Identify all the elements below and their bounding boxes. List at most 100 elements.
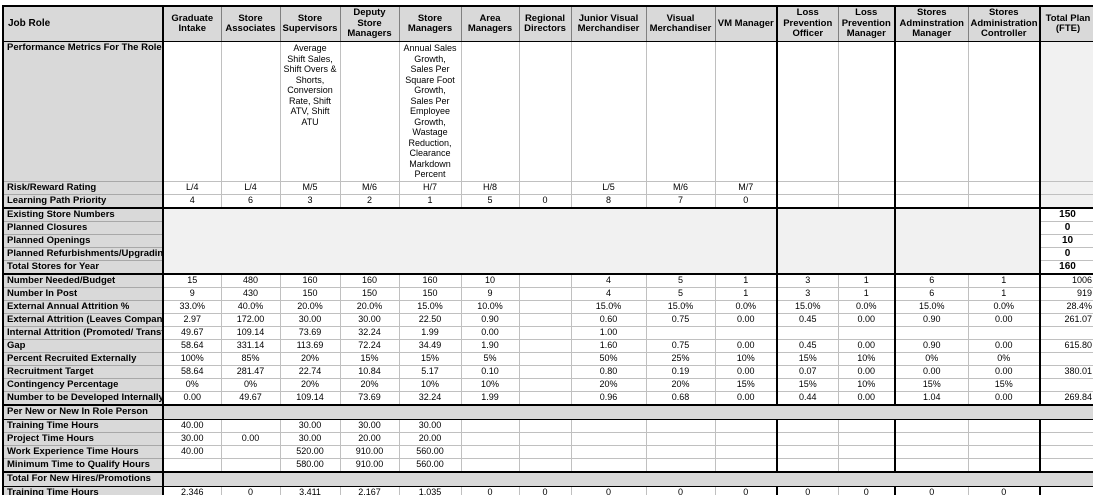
table-cell[interactable]: 0.00 — [714, 364, 778, 379]
table-cell[interactable] — [570, 431, 647, 446]
table-cell[interactable]: 5% — [460, 351, 520, 366]
row-label[interactable]: Planned Openings — [2, 233, 164, 248]
table-cell[interactable]: 0 — [967, 485, 1041, 495]
table-cell[interactable]: 5 — [645, 286, 716, 301]
column-header[interactable]: Deputy Store Managers — [339, 5, 400, 42]
table-cell[interactable] — [967, 41, 1041, 182]
total-cell[interactable] — [1039, 418, 1093, 433]
table-cell[interactable]: 2,167 — [339, 485, 400, 495]
table-cell[interactable]: 0 — [460, 485, 520, 495]
table-cell[interactable] — [518, 325, 572, 340]
table-cell[interactable]: 20% — [645, 377, 716, 392]
table-cell[interactable]: 1.00 — [570, 325, 647, 340]
table-cell[interactable]: 1.99 — [398, 325, 462, 340]
table-cell[interactable]: 0.00 — [714, 390, 778, 405]
table-cell[interactable] — [894, 431, 969, 446]
table-cell[interactable]: 0 — [714, 485, 778, 495]
table-cell[interactable] — [714, 457, 778, 472]
table-cell[interactable] — [967, 193, 1041, 208]
table-cell[interactable]: 113.69 — [279, 338, 341, 353]
table-cell[interactable]: 30.00 — [279, 312, 341, 327]
table-cell[interactable]: 30.00 — [279, 418, 341, 433]
table-cell[interactable]: 0.19 — [645, 364, 716, 379]
table-cell[interactable]: 15.0% — [776, 299, 839, 314]
table-cell[interactable] — [460, 444, 520, 459]
row-label[interactable]: Learning Path Priority — [2, 193, 164, 208]
table-cell[interactable]: 100% — [162, 351, 222, 366]
table-cell[interactable]: 3,411 — [279, 485, 341, 495]
column-header[interactable]: Stores Adminstration Manager — [894, 5, 969, 42]
table-cell[interactable] — [645, 444, 716, 459]
table-cell[interactable]: 72.24 — [339, 338, 400, 353]
table-cell[interactable] — [837, 444, 896, 459]
table-cell[interactable] — [645, 418, 716, 433]
table-cell[interactable]: Average Shift Sales, Shift Overs & Short… — [279, 41, 341, 182]
table-cell[interactable] — [714, 325, 778, 340]
table-cell[interactable] — [837, 193, 896, 208]
table-cell[interactable]: H/8 — [460, 180, 520, 195]
table-cell[interactable] — [339, 41, 400, 182]
table-cell[interactable]: 0.44 — [776, 390, 839, 405]
table-cell[interactable] — [837, 325, 896, 340]
table-cell[interactable] — [220, 41, 281, 182]
row-label[interactable]: Existing Store Numbers — [2, 206, 164, 222]
table-cell[interactable] — [894, 180, 969, 195]
table-cell[interactable]: 109.14 — [220, 325, 281, 340]
table-cell[interactable] — [776, 193, 839, 208]
table-cell[interactable] — [645, 41, 716, 182]
table-cell[interactable] — [967, 431, 1041, 446]
table-cell[interactable]: 22.50 — [398, 312, 462, 327]
table-cell[interactable]: 20% — [570, 377, 647, 392]
table-cell[interactable]: 40.00 — [162, 444, 222, 459]
table-cell[interactable] — [570, 418, 647, 433]
table-cell[interactable]: 480 — [220, 272, 281, 288]
table-cell[interactable]: M/7 — [714, 180, 778, 195]
row-label[interactable]: Work Experience Time Hours — [2, 444, 164, 459]
table-cell[interactable] — [518, 272, 572, 288]
table-cell[interactable]: 150 — [339, 286, 400, 301]
row-label[interactable]: Training Time Hours — [2, 485, 164, 495]
table-cell[interactable] — [570, 457, 647, 472]
table-cell[interactable] — [220, 418, 281, 433]
table-cell[interactable]: 150 — [398, 286, 462, 301]
table-cell[interactable]: 4 — [570, 272, 647, 288]
table-cell[interactable] — [967, 444, 1041, 459]
table-cell[interactable]: 0.00 — [894, 364, 969, 379]
total-cell[interactable]: 269.84 — [1039, 390, 1093, 405]
table-cell[interactable] — [518, 351, 572, 366]
total-cell[interactable]: 0 — [1039, 220, 1093, 235]
table-cell[interactable]: 5 — [645, 272, 716, 288]
table-cell[interactable]: 1.04 — [894, 390, 969, 405]
table-cell[interactable]: 20.00 — [339, 431, 400, 446]
column-header[interactable]: Junior Visual Merchandiser — [570, 5, 647, 42]
table-cell[interactable]: L/5 — [570, 180, 647, 195]
table-cell[interactable]: 5.17 — [398, 364, 462, 379]
table-cell[interactable]: 0.10 — [460, 364, 520, 379]
table-cell[interactable]: 0.90 — [894, 312, 969, 327]
table-cell[interactable]: 4 — [162, 193, 222, 208]
table-cell[interactable]: 0.00 — [714, 312, 778, 327]
table-cell[interactable]: 9 — [460, 286, 520, 301]
table-cell[interactable] — [837, 41, 896, 182]
table-cell[interactable]: 49.67 — [220, 390, 281, 405]
total-cell[interactable]: 1006 — [1039, 272, 1093, 288]
table-cell[interactable] — [460, 457, 520, 472]
table-cell[interactable]: 30.00 — [339, 312, 400, 327]
table-cell[interactable]: 0.45 — [776, 338, 839, 353]
table-cell[interactable]: 15% — [714, 377, 778, 392]
table-cell[interactable] — [518, 431, 572, 446]
table-cell[interactable]: 10.84 — [339, 364, 400, 379]
row-label[interactable]: Number to be Developed Internally — [2, 390, 164, 405]
table-cell[interactable]: 0.00 — [220, 431, 281, 446]
table-cell[interactable]: 0.0% — [837, 299, 896, 314]
table-cell[interactable]: 150 — [279, 286, 341, 301]
table-cell[interactable]: 34.49 — [398, 338, 462, 353]
table-cell[interactable]: 20% — [339, 377, 400, 392]
table-cell[interactable]: 5 — [460, 193, 520, 208]
merged-shaded-region[interactable] — [894, 206, 1040, 274]
total-cell[interactable]: 150 — [1039, 206, 1093, 222]
table-cell[interactable] — [518, 299, 572, 314]
table-cell[interactable]: 0 — [894, 485, 969, 495]
table-cell[interactable]: 910.00 — [339, 457, 400, 472]
table-cell[interactable] — [776, 325, 839, 340]
